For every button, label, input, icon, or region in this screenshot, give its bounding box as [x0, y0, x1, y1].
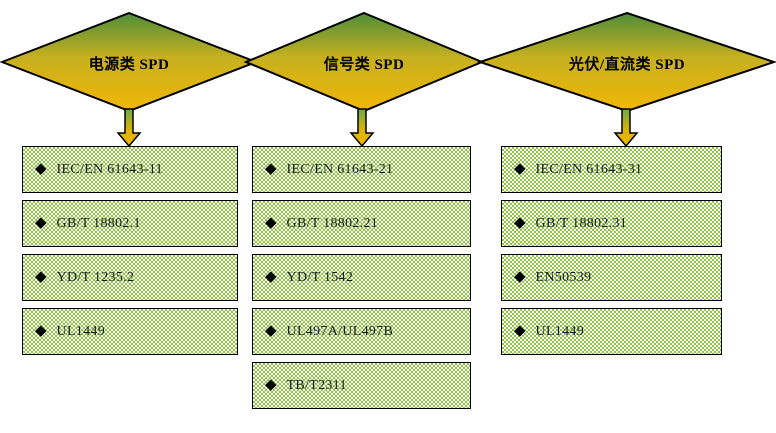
down-arrow-icon [349, 108, 375, 148]
diamond-bullet-icon: ◆ [265, 323, 277, 339]
standard-label: UL1449 [56, 323, 106, 339]
diamond-bullet-icon: ◆ [35, 269, 47, 285]
diamond-bullet-icon: ◆ [514, 323, 526, 339]
standard-label: EN50539 [535, 269, 592, 285]
standard-label: IEC/EN 61643-11 [56, 161, 163, 177]
diamond-shape-icon [476, 11, 776, 113]
standards-list-power-spd: ◆ IEC/EN 61643-11 ◆ GB/T 18802.1 ◆ YD/T … [22, 146, 238, 362]
standard-label: UL1449 [535, 323, 585, 339]
connector-arrow-signal-spd [349, 108, 375, 148]
standard-box[interactable]: ◆ UL497A/UL497B [252, 308, 471, 355]
standard-box[interactable]: ◆ GB/T 18802.1 [22, 200, 238, 247]
standard-box[interactable]: ◆ YD/T 1542 [252, 254, 471, 301]
diamond-bullet-icon: ◆ [35, 323, 47, 339]
diamond-bullet-icon: ◆ [514, 215, 526, 231]
standards-list-signal-spd: ◆ IEC/EN 61643-21 ◆ GB/T 18802.21 ◆ YD/T… [252, 146, 471, 416]
diamond-bullet-icon: ◆ [35, 215, 47, 231]
down-arrow-icon [116, 108, 142, 148]
diamond-node-power-spd[interactable]: 电源类 SPD [0, 11, 259, 113]
standard-label: TB/T2311 [286, 377, 347, 393]
standards-list-pv-dc-spd: ◆ IEC/EN 61643-31 ◆ GB/T 18802.31 ◆ EN50… [501, 146, 722, 362]
connector-arrow-pv-dc-spd [613, 108, 639, 148]
standard-label: UL497A/UL497B [286, 323, 394, 339]
standard-box[interactable]: ◆ EN50539 [501, 254, 722, 301]
column-power-spd: 电源类 SPD ◆ IEC/EN 61643-11 ◆ [0, 0, 259, 433]
standard-box[interactable]: ◆ YD/T 1235.2 [22, 254, 238, 301]
down-arrow-icon [613, 108, 639, 148]
standard-box[interactable]: ◆ TB/T2311 [252, 362, 471, 409]
diamond-bullet-icon: ◆ [265, 215, 277, 231]
diamond-shape-icon [0, 11, 259, 113]
standard-box[interactable]: ◆ UL1449 [501, 308, 722, 355]
standard-label: IEC/EN 61643-31 [535, 161, 643, 177]
standard-box[interactable]: ◆ IEC/EN 61643-11 [22, 146, 238, 193]
diamond-bullet-icon: ◆ [265, 377, 277, 393]
standard-box[interactable]: ◆ IEC/EN 61643-21 [252, 146, 471, 193]
standard-label: IEC/EN 61643-21 [286, 161, 394, 177]
column-pv-dc-spd: 光伏/直流类 SPD ◆ IEC/EN 61643-31 ◆ [476, 0, 776, 433]
standard-label: GB/T 18802.1 [56, 215, 141, 231]
standard-box[interactable]: ◆ UL1449 [22, 308, 238, 355]
diamond-bullet-icon: ◆ [265, 269, 277, 285]
diamond-shape-icon [243, 11, 485, 113]
diamond-bullet-icon: ◆ [35, 161, 47, 177]
standard-box[interactable]: ◆ IEC/EN 61643-31 [501, 146, 722, 193]
standard-label: GB/T 18802.31 [535, 215, 628, 231]
diamond-bullet-icon: ◆ [514, 161, 526, 177]
column-signal-spd: 信号类 SPD ◆ IEC/EN 61643-21 ◆ [243, 0, 485, 433]
connector-arrow-power-spd [116, 108, 142, 148]
standard-label: GB/T 18802.21 [286, 215, 379, 231]
standard-box[interactable]: ◆ GB/T 18802.31 [501, 200, 722, 247]
standard-label: YD/T 1542 [286, 269, 354, 285]
diamond-node-pv-dc-spd[interactable]: 光伏/直流类 SPD [476, 11, 776, 113]
standard-box[interactable]: ◆ GB/T 18802.21 [252, 200, 471, 247]
diamond-node-signal-spd[interactable]: 信号类 SPD [243, 11, 485, 113]
diamond-bullet-icon: ◆ [265, 161, 277, 177]
diamond-bullet-icon: ◆ [514, 269, 526, 285]
standard-label: YD/T 1235.2 [56, 269, 135, 285]
